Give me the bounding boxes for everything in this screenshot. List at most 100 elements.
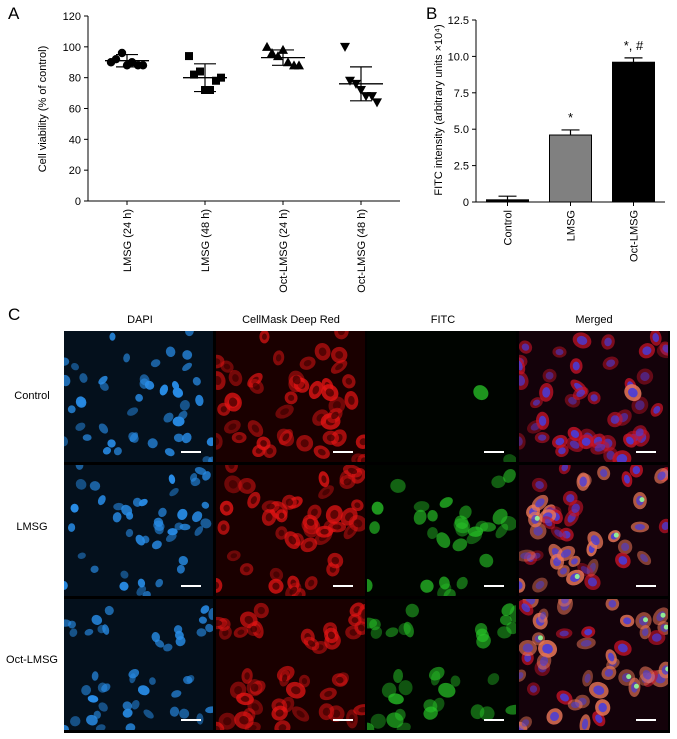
fitc-signal <box>371 501 384 515</box>
merged-nucleus <box>634 523 645 531</box>
chart-b-significance-label: * <box>568 110 573 125</box>
nucleus <box>147 438 158 449</box>
micrograph-image <box>367 331 516 462</box>
fitc-signal <box>495 523 509 539</box>
nucleus <box>185 331 194 337</box>
cell-core <box>307 579 314 587</box>
merged-nucleus <box>557 447 566 455</box>
merged-nucleus <box>560 465 568 472</box>
panel-label-c: C <box>8 305 21 324</box>
merged-nucleus <box>520 603 530 613</box>
chart-a-axes <box>87 16 400 202</box>
fitc-signal <box>367 722 375 730</box>
cell-core <box>359 438 365 446</box>
merged-nucleus <box>554 437 564 446</box>
cell-core <box>222 504 230 512</box>
fitc-signal <box>398 623 411 636</box>
nucleus <box>112 512 122 523</box>
cell-core <box>337 331 345 336</box>
merged-nucleus <box>560 599 569 604</box>
nucleus <box>64 436 68 447</box>
nucleus <box>194 467 207 475</box>
chart-a-point <box>267 48 277 57</box>
cell-core <box>215 725 220 730</box>
merged-fitc-spot <box>664 666 668 672</box>
nucleus <box>84 628 94 636</box>
chart-a-y-tick-label: 20 <box>69 165 81 177</box>
cell-core <box>357 624 365 632</box>
nucleus <box>205 623 213 633</box>
nucleus <box>137 578 146 588</box>
cell-core <box>228 397 237 407</box>
merged-cell <box>531 577 548 593</box>
fitc-signal <box>413 501 430 512</box>
nucleus <box>91 614 103 625</box>
cell-core <box>282 433 289 441</box>
merged-nucleus <box>625 436 634 445</box>
cell-core <box>332 401 341 410</box>
chart-b-y-tick-label: 5.0 <box>454 124 469 136</box>
cell-core <box>261 333 267 340</box>
nucleus <box>192 377 201 386</box>
micrograph-dapi-row-3 <box>64 599 213 730</box>
chart-a-point <box>185 52 193 61</box>
cell-core <box>236 629 244 635</box>
micrograph-grid <box>64 331 670 733</box>
micrograph-cellmask-row-1 <box>215 331 365 462</box>
nucleus <box>158 507 167 518</box>
chart-b-y-tick-label: 10.0 <box>448 51 469 63</box>
fitc-signal <box>500 614 512 626</box>
merged-fitc-spot <box>638 497 644 503</box>
merged-nucleus <box>581 718 588 730</box>
merged-nucleus <box>538 415 546 426</box>
chart-a-y-tick-label: 60 <box>69 104 81 116</box>
fitc-signal <box>427 527 438 539</box>
chart-a-points <box>106 41 382 108</box>
merged-nucleus <box>559 567 567 575</box>
nucleus <box>113 502 124 511</box>
micrograph-image <box>518 599 668 730</box>
cell-core <box>266 447 273 455</box>
scale-bar <box>484 451 504 453</box>
micrograph-image <box>64 465 213 596</box>
cell-core <box>238 715 249 725</box>
cell-core <box>330 411 339 420</box>
merged-nucleus <box>588 562 596 573</box>
micrograph-image <box>215 599 365 730</box>
nucleus <box>200 605 210 614</box>
merged-nucleus <box>580 640 592 647</box>
chart-a-x-tick-label: LMSG (48 h) <box>200 209 212 272</box>
merged-nucleus <box>559 630 569 637</box>
nucleus <box>64 724 70 730</box>
nucleus <box>205 706 213 714</box>
merged-nucleus <box>549 711 559 722</box>
micrograph-image <box>518 331 668 462</box>
merged-nucleus <box>620 542 629 552</box>
cell-core <box>242 566 250 573</box>
cell-core <box>303 359 311 367</box>
merged-nucleus <box>641 346 651 356</box>
nucleus <box>67 405 76 414</box>
cell-core <box>279 408 289 415</box>
nucleus <box>195 394 204 407</box>
chart-a-point <box>190 70 198 79</box>
merged-nucleus <box>641 628 648 637</box>
cell-core <box>215 620 222 627</box>
cell-core <box>292 375 301 385</box>
cell-core <box>259 440 267 447</box>
row-header-lmsg: LMSG <box>16 521 48 533</box>
chart-b-x-tick-label: Oct-LMSG <box>629 210 641 262</box>
micrograph-merged-row-2 <box>518 465 668 596</box>
chart-a-viability: 0 20 40 60 80 100 120 LMSG (24 h) LMSG (48 h) Oc… <box>37 11 400 293</box>
fitc-signal <box>423 706 438 720</box>
scale-bar <box>635 451 656 453</box>
merged-cell <box>529 550 544 562</box>
merged-nucleus <box>534 481 544 490</box>
cell-core <box>288 586 297 595</box>
cell-core <box>300 439 309 448</box>
merged-nucleus <box>518 436 523 446</box>
micrograph-image <box>215 465 365 596</box>
chart-b-x-tick-labels: Control LMSG Oct-LMSG <box>503 202 641 262</box>
merged-nucleus <box>565 494 574 503</box>
nucleus <box>163 643 173 652</box>
